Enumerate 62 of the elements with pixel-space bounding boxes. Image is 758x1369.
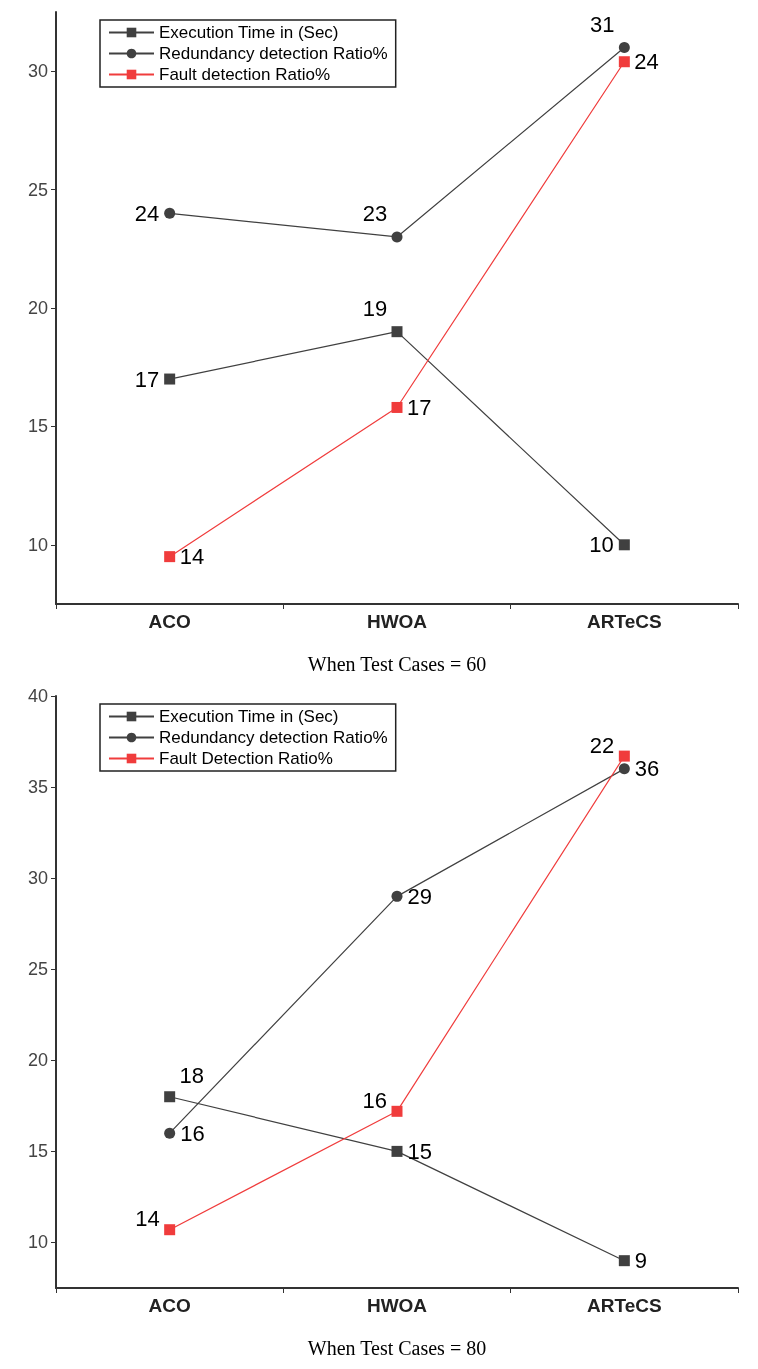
y-tick-label: 30 [27, 868, 48, 889]
data-label: 29 [407, 883, 432, 909]
point [164, 207, 176, 219]
y-tick-label: 25 [27, 179, 48, 200]
y-tick-label: 15 [27, 1141, 48, 1162]
y-tick-label: 30 [27, 61, 48, 82]
y-tick-label: 10 [27, 534, 48, 555]
point [164, 1127, 176, 1139]
point [391, 326, 403, 338]
point [164, 1091, 176, 1103]
legend-label: Redundancy detection Ratio% [159, 728, 388, 747]
point [618, 1255, 630, 1267]
data-label: 15 [407, 1138, 432, 1164]
x-tick-label: ACO [148, 611, 191, 632]
x-tick-label: ARTeCS [587, 1295, 662, 1316]
y-tick-label: 20 [27, 298, 48, 318]
point [618, 539, 630, 551]
y-tick-label: 20 [27, 1050, 48, 1071]
x-tick-label: ACO [148, 1295, 191, 1316]
point [391, 890, 403, 902]
x-tick-label: ARTeCS [587, 611, 662, 632]
x-tick-label: HWOA [366, 611, 428, 632]
y-tick-label: 40 [27, 686, 48, 706]
x-axis-title: When Test Cases = 80 [307, 1337, 487, 1359]
annotation: 24 [634, 49, 659, 75]
point [164, 1224, 176, 1236]
point [618, 56, 630, 68]
legend-label: Execution Time in (Sec) [159, 707, 339, 726]
y-tick-label: 15 [27, 416, 48, 437]
point [391, 1145, 403, 1157]
legend-label: Fault detection Ratio% [159, 65, 331, 84]
y-tick-label: 35 [27, 777, 48, 798]
legend-label: Redundancy detection Ratio% [159, 44, 388, 63]
x-axis-title: When Test Cases = 60 [307, 653, 487, 675]
point [164, 373, 176, 385]
data-label: 9 [634, 1248, 648, 1274]
x-tick-label: HWOA [366, 1295, 428, 1316]
annotation: 22 [589, 732, 615, 758]
point [164, 551, 176, 563]
annotation: 14 [179, 544, 205, 570]
annotation: 16 [362, 1087, 387, 1113]
data-label: 31 [590, 11, 615, 37]
data-label: 18 [179, 1062, 204, 1088]
data-label: 17 [134, 366, 160, 392]
data-label: 23 [362, 200, 388, 226]
y-tick-label: 10 [27, 1232, 48, 1253]
point [391, 231, 403, 243]
data-label: 19 [362, 295, 388, 321]
annotation: 17 [407, 394, 432, 420]
annotation: 14 [135, 1206, 160, 1232]
legend-label: Execution Time in (Sec) [159, 23, 339, 42]
data-label: 24 [134, 200, 160, 226]
point [391, 401, 403, 413]
point [618, 750, 630, 762]
point [391, 1105, 403, 1117]
data-label: 16 [180, 1120, 205, 1146]
data-label: 36 [634, 756, 660, 782]
point [618, 42, 630, 54]
legend-label: Fault Detection Ratio% [159, 749, 333, 768]
y-tick-label: 25 [27, 959, 48, 980]
data-label: 10 [589, 532, 614, 558]
point [618, 763, 630, 775]
